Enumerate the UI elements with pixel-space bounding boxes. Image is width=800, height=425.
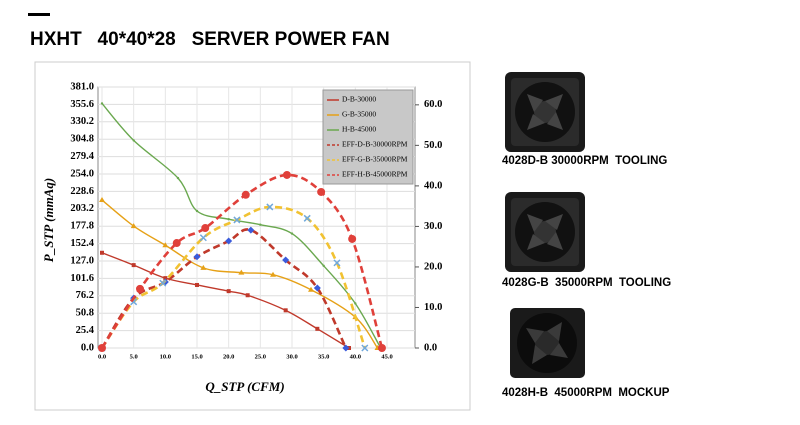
- y2-tick-label: 40.0: [424, 180, 442, 191]
- data-point: [100, 250, 104, 255]
- data-point: [159, 279, 167, 287]
- y-tick-label: 152.4: [70, 238, 94, 249]
- data-point: [131, 263, 136, 268]
- x-tick-label: 45.0: [381, 353, 392, 360]
- data-point: [195, 282, 199, 287]
- data-point: [226, 289, 231, 294]
- y-tick-label: 50.8: [76, 308, 94, 319]
- y2-tick-label: 50.0: [424, 140, 442, 151]
- legend-label: EFF-H-B-45000RPM: [342, 170, 408, 179]
- x-tick-label: 0.0: [98, 353, 106, 360]
- x-tick-label: 30.0: [286, 353, 297, 360]
- y-tick-label: 228.6: [70, 186, 94, 197]
- data-point: [313, 284, 321, 292]
- data-point: [99, 197, 105, 203]
- data-point: [136, 284, 144, 293]
- data-point: [282, 170, 291, 179]
- legend-label: D-B-30000: [342, 95, 376, 104]
- data-point: [201, 224, 210, 233]
- data-point: [98, 344, 106, 352]
- x-tick-label: 25.0: [255, 353, 266, 360]
- data-point: [176, 176, 180, 180]
- data-point: [282, 256, 290, 264]
- data-point: [162, 242, 169, 248]
- x-axis-label: Q_STP (CFM): [205, 379, 284, 394]
- data-point: [322, 264, 325, 267]
- data-point: [308, 286, 314, 292]
- y-tick-label: 279.4: [70, 151, 94, 162]
- data-point: [283, 308, 288, 313]
- data-point: [270, 271, 276, 277]
- data-point: [238, 269, 245, 275]
- y2-tick-label: 20.0: [424, 261, 442, 272]
- data-point: [290, 232, 294, 235]
- data-point: [348, 234, 357, 243]
- y2-tick-label: 60.0: [424, 99, 442, 110]
- data-point: [303, 214, 311, 222]
- data-point: [315, 326, 320, 331]
- y-tick-label: 381.0: [70, 81, 94, 92]
- x-tick-label: 35.0: [318, 353, 329, 360]
- data-point: [317, 187, 326, 196]
- x-tick-label: 40.0: [350, 353, 361, 360]
- data-point: [377, 344, 386, 352]
- data-point: [163, 276, 168, 281]
- x-tick-label: 15.0: [191, 353, 202, 360]
- data-point: [227, 218, 230, 221]
- data-point: [172, 239, 181, 248]
- legend-label: EFF-G-B-35000RPM: [342, 155, 408, 164]
- x-tick-label: 10.0: [160, 353, 171, 360]
- y-tick-label: 127.0: [70, 255, 94, 266]
- legend-label: G-B-35000: [342, 110, 376, 119]
- y-tick-label: 0.0: [81, 342, 94, 353]
- product-caption: 4028G-B 35000RPM TOOLING: [502, 277, 671, 289]
- data-point: [361, 344, 369, 352]
- data-point: [130, 223, 137, 229]
- data-point: [132, 139, 135, 142]
- y-tick-label: 177.8: [70, 221, 94, 232]
- data-point: [193, 253, 201, 261]
- product-caption: 4028H-B 45000RPM MOCKUP: [502, 387, 670, 399]
- y-tick-label: 254.0: [70, 168, 94, 179]
- legend-label: EFF-D-B-30000RPM: [342, 140, 408, 149]
- x-tick-label: 5.0: [130, 353, 138, 360]
- y2-tick-label: 10.0: [424, 302, 442, 313]
- y-tick-label: 304.8: [70, 134, 94, 145]
- y-tick-label: 330.2: [70, 116, 94, 127]
- y2-tick-label: 0.0: [424, 342, 437, 353]
- data-point: [225, 237, 233, 245]
- data-point: [245, 293, 250, 298]
- data-point: [195, 209, 199, 213]
- accent-bar: [28, 13, 50, 16]
- y-tick-label: 355.6: [70, 99, 94, 110]
- fan-image: [505, 72, 585, 152]
- data-point: [333, 259, 341, 267]
- fan-image: [505, 192, 585, 272]
- data-point: [342, 344, 350, 352]
- y2-tick-label: 30.0: [424, 221, 442, 232]
- legend-label: H-B-45000: [342, 125, 376, 134]
- page-title: HXHT 40*40*28 SERVER POWER FAN: [30, 29, 390, 50]
- y-tick-label: 203.2: [70, 203, 94, 214]
- data-point: [199, 234, 207, 242]
- data-point: [200, 264, 207, 270]
- data-point: [100, 102, 104, 105]
- y-axis-label: P_STP (mmAq): [41, 178, 56, 262]
- data-point: [247, 226, 255, 234]
- product-caption: 4028D-B 30000RPM TOOLING: [502, 155, 667, 167]
- y-tick-label: 25.4: [76, 325, 95, 336]
- series-line: [101, 102, 382, 349]
- data-point: [233, 216, 241, 224]
- data-point: [266, 203, 274, 211]
- data-point: [354, 302, 357, 305]
- fan-image: [510, 308, 585, 378]
- data-point: [241, 190, 250, 199]
- x-tick-label: 20.0: [223, 353, 234, 360]
- y-tick-label: 101.6: [70, 273, 94, 284]
- data-point: [259, 223, 262, 226]
- legend-box: [322, 89, 414, 185]
- y-tick-label: 76.2: [76, 290, 94, 301]
